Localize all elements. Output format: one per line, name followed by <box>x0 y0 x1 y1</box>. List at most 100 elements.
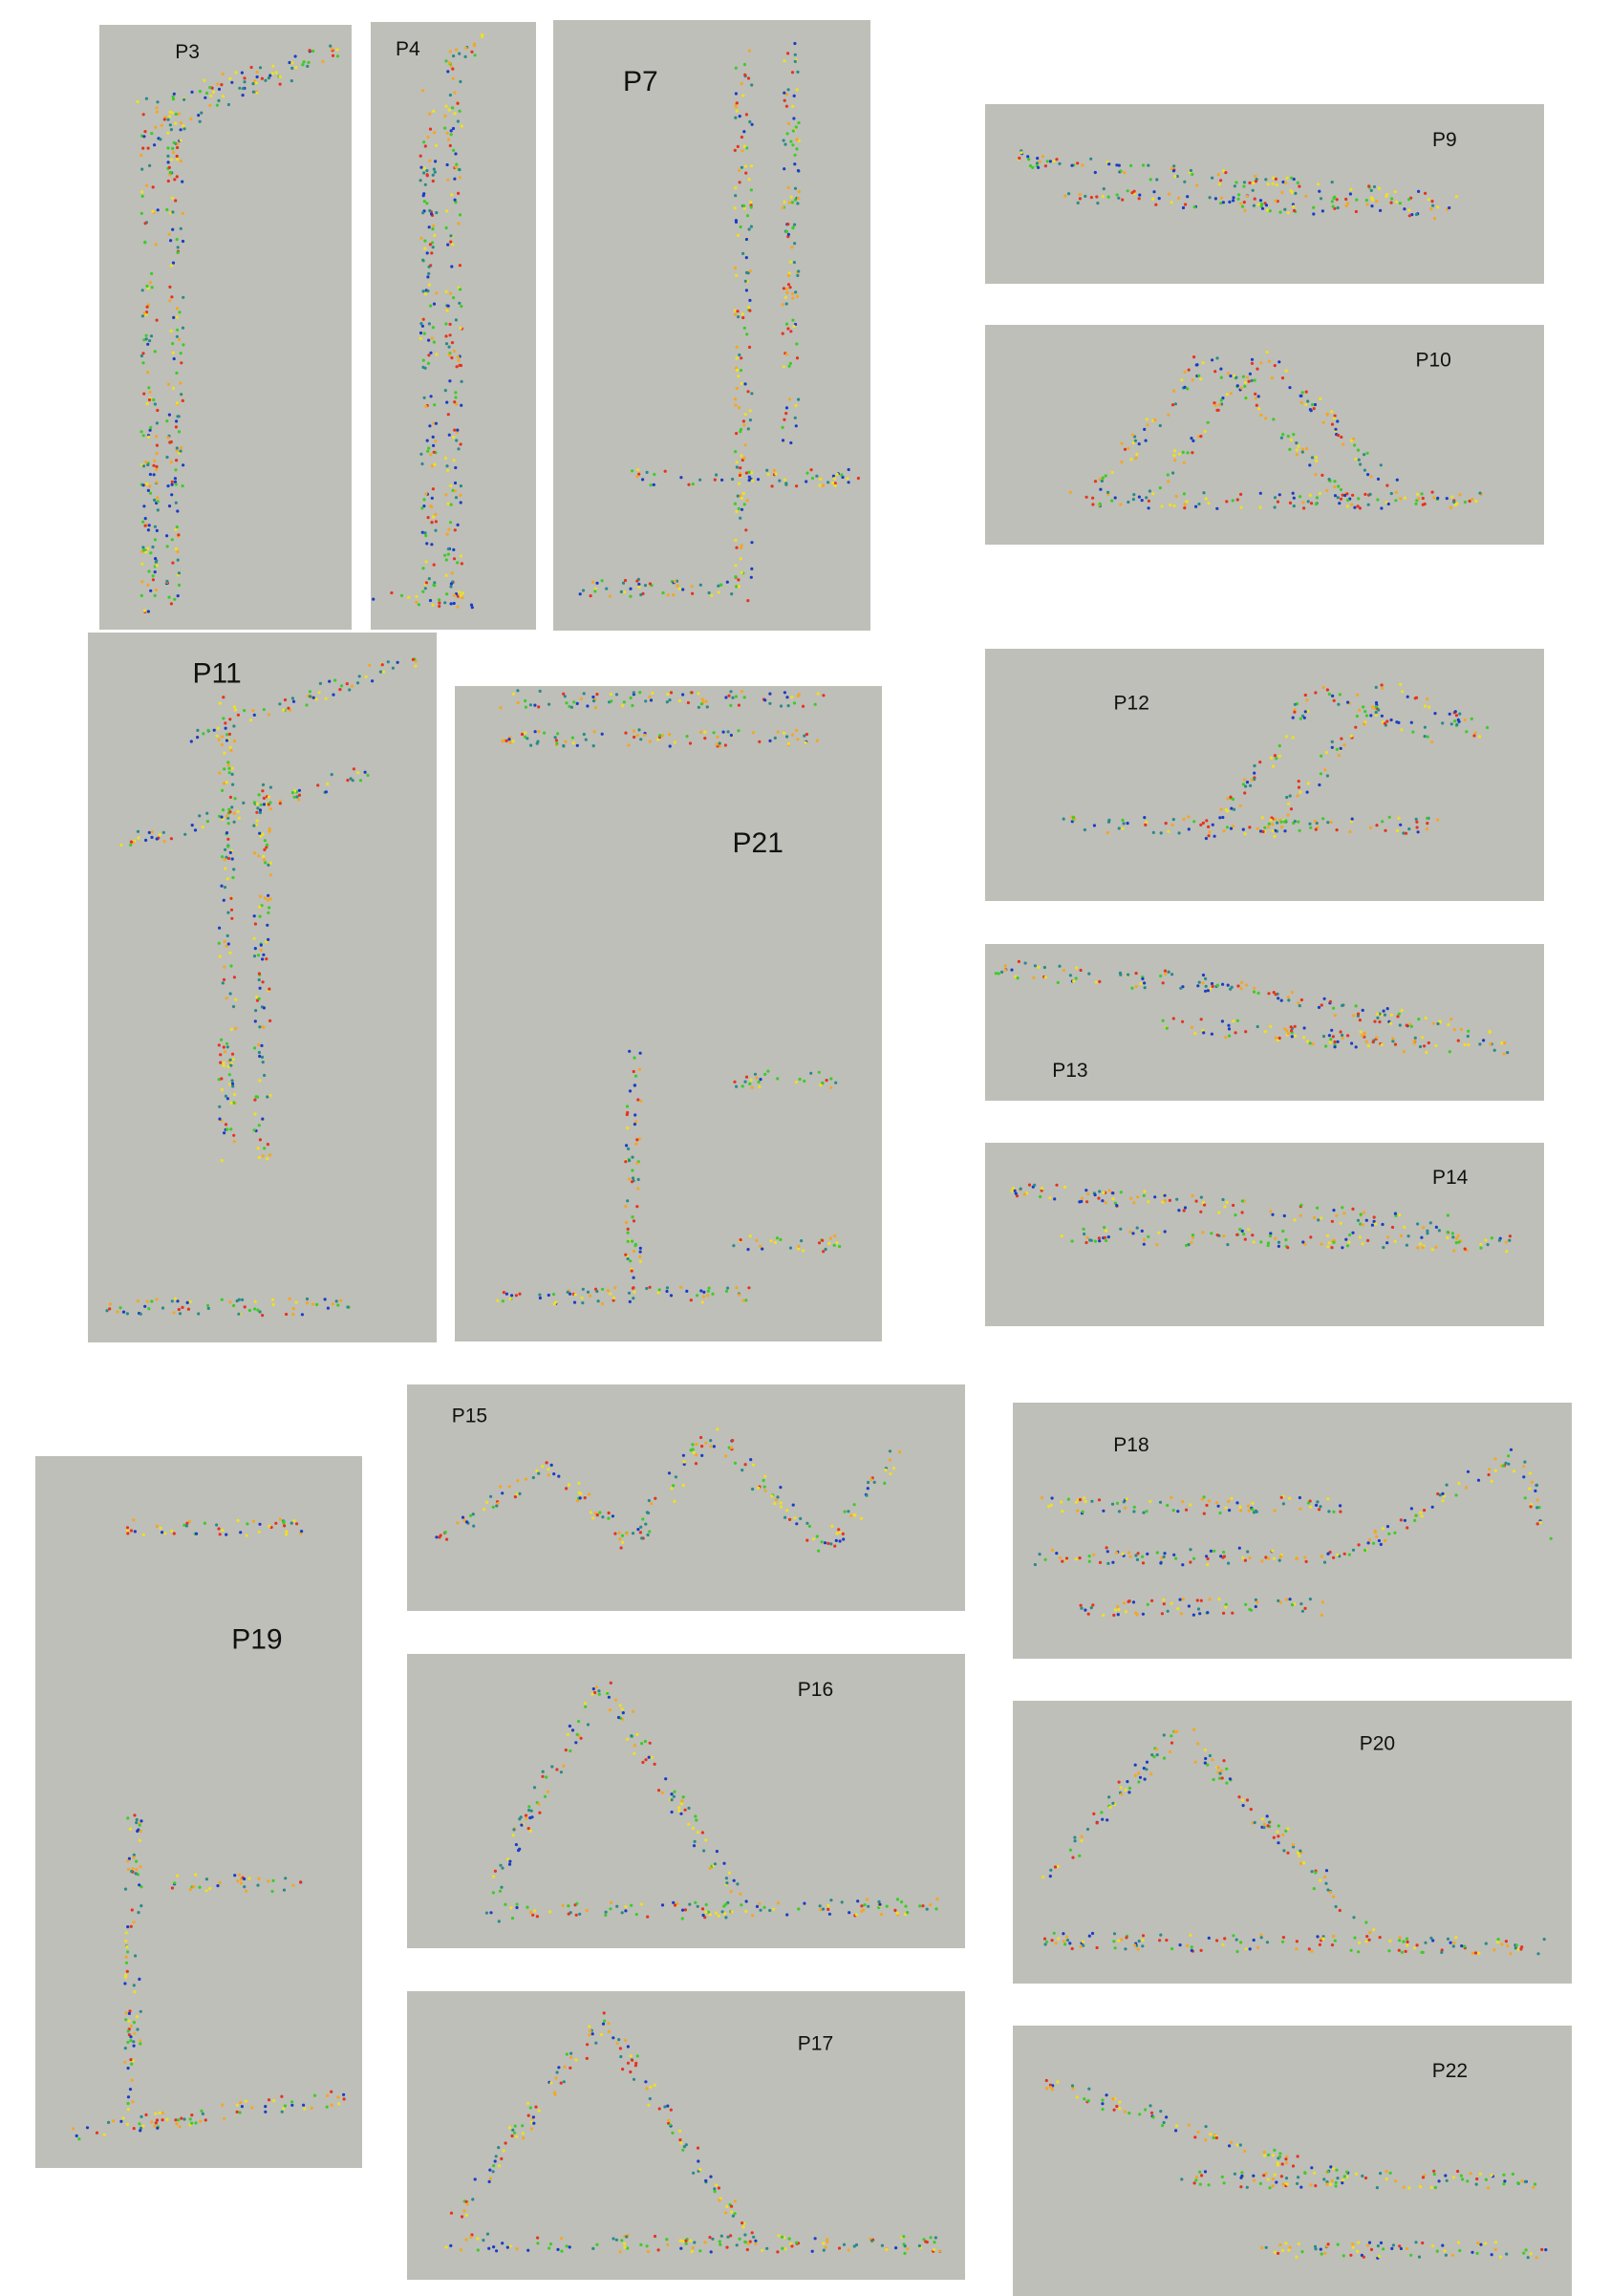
point <box>1524 2180 1527 2183</box>
point <box>679 2247 682 2250</box>
point <box>443 554 446 557</box>
point <box>1448 206 1450 209</box>
point <box>1118 2107 1121 2110</box>
point <box>1290 189 1293 192</box>
point <box>268 988 270 991</box>
point <box>1339 1504 1342 1507</box>
point <box>1309 1506 1312 1509</box>
point <box>261 1314 264 1317</box>
point <box>906 1911 909 1914</box>
point <box>829 1542 832 1545</box>
point <box>1394 1043 1397 1046</box>
point <box>461 380 463 383</box>
point <box>1269 1234 1272 1237</box>
point <box>168 233 171 236</box>
point <box>264 839 267 842</box>
point <box>1340 436 1342 439</box>
point <box>1251 362 1254 365</box>
point <box>582 589 585 591</box>
point <box>1297 2176 1299 2178</box>
point <box>1235 1501 1238 1504</box>
point <box>547 1791 549 1793</box>
point <box>670 1294 673 1297</box>
point <box>1302 1036 1305 1039</box>
point <box>173 1532 176 1534</box>
point <box>1295 2256 1298 2259</box>
point <box>264 79 267 82</box>
point <box>1221 983 1224 986</box>
point <box>1336 198 1339 201</box>
point <box>750 83 753 86</box>
point <box>1281 433 1284 436</box>
point <box>459 264 462 267</box>
point <box>429 352 432 354</box>
point <box>459 176 462 179</box>
point <box>178 1308 181 1311</box>
point <box>918 2244 921 2247</box>
point <box>1315 503 1318 505</box>
point <box>1253 1240 1256 1243</box>
point <box>755 1077 758 1080</box>
point <box>1199 824 1202 826</box>
point <box>1213 1778 1215 1781</box>
point <box>1056 2080 1059 2083</box>
point <box>1198 1612 1201 1615</box>
point <box>1342 1003 1344 1006</box>
point <box>171 197 174 200</box>
point <box>594 2042 597 2045</box>
point <box>1343 494 1346 497</box>
point <box>356 681 359 684</box>
point <box>1432 1022 1435 1025</box>
point <box>432 180 435 182</box>
point <box>633 1752 635 1755</box>
point <box>338 688 341 691</box>
point <box>1237 193 1240 196</box>
point <box>1400 2247 1403 2250</box>
point <box>148 831 151 834</box>
point <box>735 1085 738 1088</box>
point <box>1520 2179 1523 2182</box>
point <box>1331 181 1334 183</box>
point <box>1366 452 1369 455</box>
point <box>443 601 446 604</box>
point <box>142 135 145 138</box>
point <box>1484 1238 1487 1241</box>
point <box>141 147 144 150</box>
point <box>448 434 451 437</box>
point <box>508 741 511 744</box>
point <box>734 149 737 152</box>
point <box>795 125 798 128</box>
point <box>173 357 176 360</box>
point <box>855 1913 858 1916</box>
point <box>435 1535 438 1538</box>
point <box>359 779 362 782</box>
point <box>664 1777 667 1780</box>
point <box>579 592 582 595</box>
point <box>624 732 627 735</box>
point <box>1309 1235 1312 1238</box>
point <box>649 2086 652 2089</box>
point <box>1142 1512 1145 1514</box>
point <box>768 693 771 696</box>
point <box>1129 1197 1132 1200</box>
point <box>1111 1503 1114 1506</box>
point <box>1054 1865 1057 1868</box>
point <box>422 359 425 362</box>
point <box>745 471 748 474</box>
point <box>278 702 281 705</box>
point <box>1096 1821 1099 1824</box>
point <box>1243 2150 1246 2153</box>
point <box>1365 1041 1368 1043</box>
point <box>1209 196 1212 199</box>
point <box>1352 1549 1355 1552</box>
point <box>549 2242 552 2245</box>
point <box>387 660 390 663</box>
point <box>741 94 744 97</box>
point <box>1117 197 1120 200</box>
point <box>1150 2112 1153 2114</box>
point <box>1101 2098 1104 2101</box>
point <box>229 1064 232 1067</box>
point <box>1482 1039 1485 1041</box>
point <box>743 2233 746 2236</box>
point <box>1127 447 1129 450</box>
